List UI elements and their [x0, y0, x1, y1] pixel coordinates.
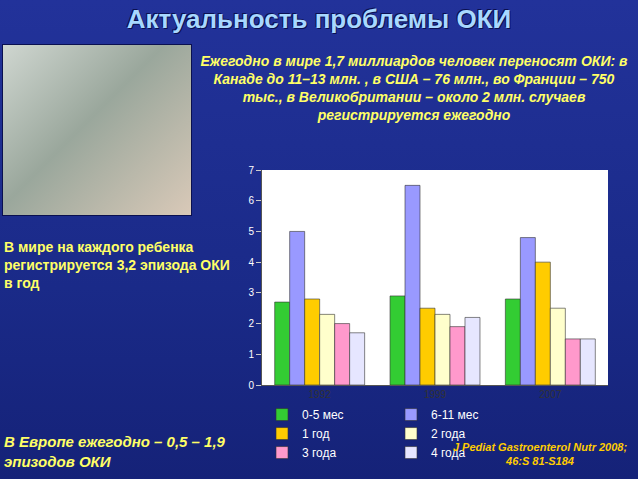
svg-text:0: 0 — [248, 380, 254, 391]
svg-text:6-11 мес: 6-11 мес — [431, 408, 478, 422]
svg-text:5: 5 — [248, 226, 254, 237]
svg-text:1 год: 1 год — [302, 427, 330, 441]
svg-text:3: 3 — [248, 287, 254, 298]
svg-text:2007: 2007 — [539, 389, 562, 400]
svg-text:1: 1 — [248, 349, 254, 360]
svg-text:0-5 мес: 0-5 мес — [302, 408, 344, 422]
svg-text:4: 4 — [248, 257, 254, 268]
svg-text:1999: 1999 — [424, 389, 447, 400]
svg-text:7: 7 — [248, 165, 254, 176]
svg-text:1992: 1992 — [309, 389, 332, 400]
svg-text:2: 2 — [248, 318, 254, 329]
svg-text:6: 6 — [248, 195, 254, 206]
svg-text:3 года: 3 года — [302, 446, 337, 460]
svg-text:2 года: 2 года — [431, 427, 466, 441]
